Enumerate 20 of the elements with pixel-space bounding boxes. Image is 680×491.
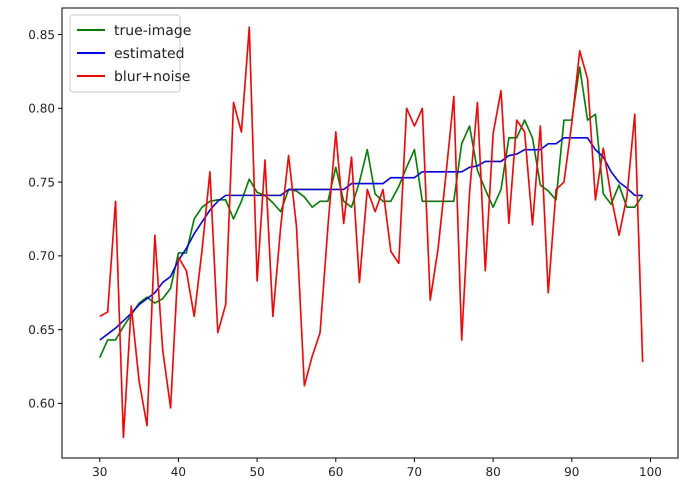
y-tick-label: 0.70 <box>28 249 55 264</box>
y-tick-label: 0.75 <box>28 175 55 190</box>
legend-label: estimated <box>114 46 184 62</box>
line-series <box>98 137 644 341</box>
legend-label: true-image <box>114 22 192 39</box>
x-tick-label: 70 <box>406 465 422 479</box>
x-tick-label: 90 <box>564 465 580 479</box>
x-tick-label: 50 <box>249 465 265 479</box>
line-series <box>98 66 644 358</box>
x-tick-label: 80 <box>485 465 501 479</box>
legend-label: blur+noise <box>114 68 190 85</box>
y-tick-label: 0.65 <box>28 322 55 337</box>
y-tick-label: 0.85 <box>28 28 55 42</box>
x-tick-label: 100 <box>639 465 662 479</box>
x-tick-label: 60 <box>328 465 344 479</box>
y-tick-label: 0.60 <box>28 396 55 411</box>
y-tick-label: 0.80 <box>28 102 55 116</box>
line-series <box>98 26 644 438</box>
x-tick-label: 30 <box>92 465 108 479</box>
x-tick-label: 40 <box>170 465 186 479</box>
